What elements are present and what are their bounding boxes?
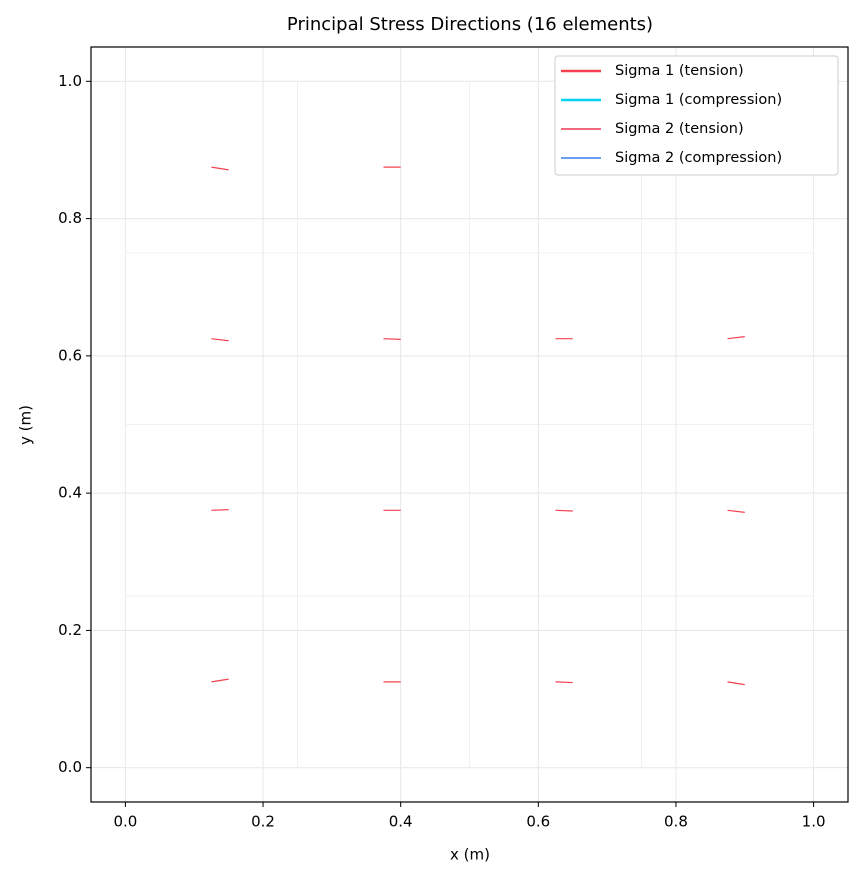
legend-label: Sigma 1 (tension): [615, 63, 744, 79]
stress-segment: [727, 681, 745, 686]
x-tick-label: 0.2: [251, 813, 275, 831]
stress-segment: [727, 509, 745, 513]
y-tick-label: 0.8: [58, 209, 82, 227]
x-tick-label: 0.0: [113, 813, 137, 831]
stress-segment: [211, 509, 229, 511]
x-tick-label: 0.4: [389, 813, 413, 831]
x-tick-label: 1.0: [802, 813, 826, 831]
legend-label: Sigma 1 (compression): [615, 92, 782, 108]
y-tick-label: 0.0: [58, 758, 82, 776]
y-tick-label: 0.2: [58, 621, 82, 639]
stress-segment: [383, 338, 401, 340]
stress-segment: [555, 509, 573, 512]
legend-box: [554, 55, 839, 176]
y-axis-label: y (m): [17, 405, 35, 445]
stress-segment: [211, 678, 229, 683]
y-tick-label: 1.0: [58, 72, 82, 90]
plot-frame: [90, 46, 849, 803]
stress-segment: [555, 681, 573, 684]
x-axis-label: x (m): [450, 846, 490, 864]
chart-title: Principal Stress Directions (16 elements…: [287, 14, 653, 35]
stress-segment: [211, 338, 229, 342]
legend-label: Sigma 2 (tension): [615, 121, 744, 137]
stress-segment: [727, 336, 745, 340]
legend-label: Sigma 2 (compression): [615, 150, 782, 166]
y-tick-label: 0.4: [58, 484, 82, 502]
stress-segment: [211, 166, 229, 171]
y-tick-label: 0.6: [58, 346, 82, 364]
x-tick-label: 0.6: [526, 813, 550, 831]
x-tick-label: 0.8: [664, 813, 688, 831]
